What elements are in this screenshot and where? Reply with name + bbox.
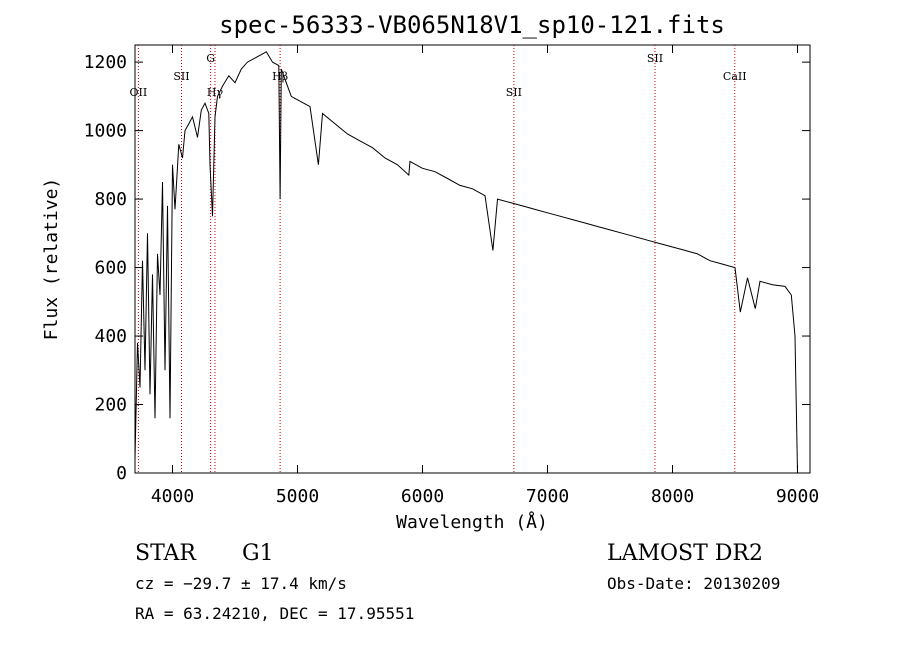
y-tick-label: 800 — [94, 189, 127, 210]
line-marker-label: Hβ — [272, 70, 288, 83]
line-marker-label: G — [206, 52, 215, 65]
observation-date: Obs-Date: 20130209 — [607, 574, 780, 593]
redshift-cz: cz = −29.7 ± 17.4 km/s — [135, 574, 347, 593]
x-axis-label: Wavelength (Å) — [396, 511, 548, 533]
plot-frame — [134, 44, 811, 474]
x-tick-label: 7000 — [526, 486, 569, 507]
y-tick-label: 200 — [94, 395, 127, 416]
line-marker-label: OII — [130, 86, 148, 99]
line-marker-label: Hγ — [207, 86, 224, 99]
object-class: STAR — [135, 541, 197, 566]
line-marker-label: SII — [647, 52, 663, 65]
survey-name: LAMOST DR2 — [607, 541, 763, 566]
object-subclass: G1 — [242, 541, 274, 566]
line-marker-label: SII — [506, 86, 522, 99]
y-tick-label: 1200 — [84, 52, 127, 73]
line-marker-label: SII — [173, 70, 189, 83]
coordinates: RA = 63.24210, DEC = 17.95551 — [135, 604, 414, 623]
spectrum-line — [134, 51, 798, 474]
x-tick-label: 6000 — [401, 486, 444, 507]
chart-title: spec-56333-VB065N18V1_sp10-121.fits — [219, 11, 725, 39]
x-tick-label: 5000 — [276, 486, 319, 507]
y-tick-label: 400 — [94, 326, 127, 347]
y-tick-label: 0 — [116, 463, 127, 484]
y-tick-label: 1000 — [84, 121, 127, 142]
x-tick-label: 9000 — [776, 486, 819, 507]
axis-ticks: 4000 5000 6000 7000 8000 9000 0 200 400 600 800 100… — [84, 45, 819, 507]
x-tick-label: 8000 — [651, 486, 694, 507]
x-tick-label: 4000 — [151, 486, 194, 507]
y-tick-label: 600 — [94, 258, 127, 279]
line-marker-label: CaII — [723, 70, 747, 83]
y-axis-label: Flux (relative) — [41, 178, 62, 341]
line-markers: OII SII G Hγ Hβ SII SII CaII — [130, 45, 747, 473]
